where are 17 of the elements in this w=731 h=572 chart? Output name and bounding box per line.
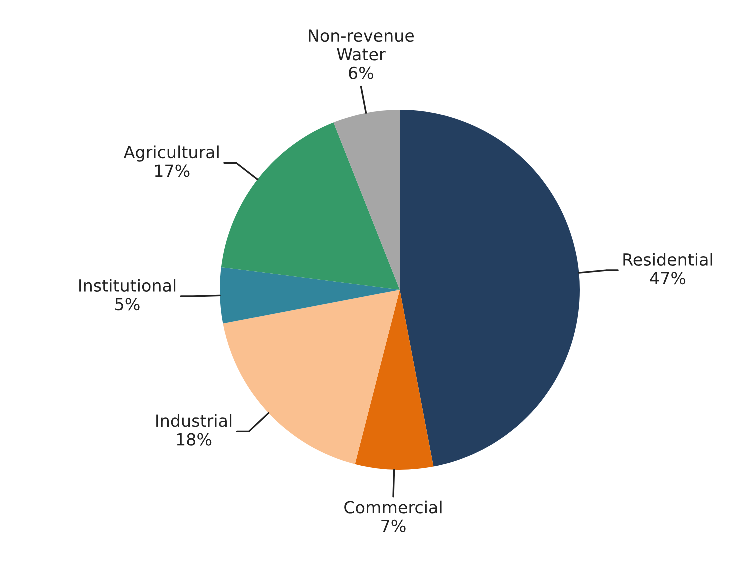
slice-label: Non-revenue Water: [309, 30, 414, 61]
slice-label: Commercial: [344, 500, 442, 514]
data-label: 7%: [382, 520, 406, 532]
slice-label: Residential: [624, 253, 712, 266]
data-label: 17%: [155, 164, 190, 178]
slice-label: Industrial: [156, 414, 232, 428]
pie-slice: [400, 110, 580, 467]
slice-label: Institutional: [80, 279, 176, 292]
data-label: 6%: [349, 66, 374, 80]
pie-slice: [221, 122, 400, 290]
slice-label: Agricultural: [124, 146, 219, 162]
pie-slice: [220, 267, 400, 324]
pie-slice: [334, 110, 400, 290]
pie-slice: [355, 290, 434, 470]
data-label: 5%: [116, 298, 140, 311]
data-label: 18%: [177, 433, 212, 446]
data-label: 47%: [650, 272, 686, 285]
